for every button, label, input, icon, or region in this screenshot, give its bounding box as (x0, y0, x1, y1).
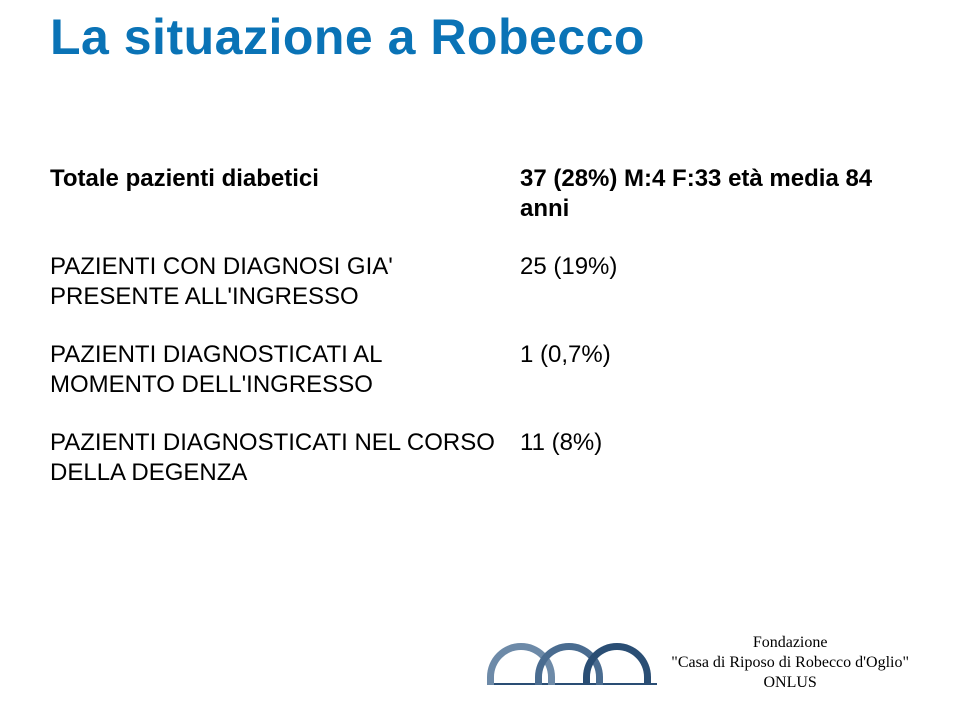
arches-icon (487, 625, 657, 695)
page-title: La situazione a Robecco (50, 8, 645, 66)
logo-line-2: "Casa di Riposo di Robecco d'Oglio" (671, 653, 909, 673)
table-row: PAZIENTI DIAGNOSTICATI AL MOMENTO DELL'I… (50, 326, 910, 414)
title-text: La situazione a Robecco (50, 9, 645, 65)
row-label: Totale pazienti diabetici (50, 150, 520, 238)
logo-line-3: ONLUS (671, 673, 909, 693)
row-value: 11 (8%) (520, 414, 910, 502)
row-label: PAZIENTI DIAGNOSTICATI NEL CORSO DELLA D… (50, 414, 520, 502)
row-label: PAZIENTI CON DIAGNOSI GIA' PRESENTE ALL'… (50, 238, 520, 326)
row-value: 25 (19%) (520, 238, 910, 326)
logo-line-1: Fondazione (671, 633, 909, 653)
table-row: PAZIENTI DIAGNOSTICATI NEL CORSO DELLA D… (50, 414, 910, 502)
row-label: PAZIENTI DIAGNOSTICATI AL MOMENTO DELL'I… (50, 326, 520, 414)
table-row: Totale pazienti diabetici 37 (28%) M:4 F… (50, 150, 910, 238)
row-value: 1 (0,7%) (520, 326, 910, 414)
row-value: 37 (28%) M:4 F:33 età media 84 anni (520, 150, 910, 238)
logo-text: Fondazione "Casa di Riposo di Robecco d'… (671, 633, 909, 695)
table-row: PAZIENTI CON DIAGNOSI GIA' PRESENTE ALL'… (50, 238, 910, 326)
data-table: Totale pazienti diabetici 37 (28%) M:4 F… (50, 150, 910, 502)
table-body: Totale pazienti diabetici 37 (28%) M:4 F… (50, 150, 910, 502)
footer-logo: Fondazione "Casa di Riposo di Robecco d'… (487, 625, 909, 695)
arch-3 (583, 643, 651, 685)
